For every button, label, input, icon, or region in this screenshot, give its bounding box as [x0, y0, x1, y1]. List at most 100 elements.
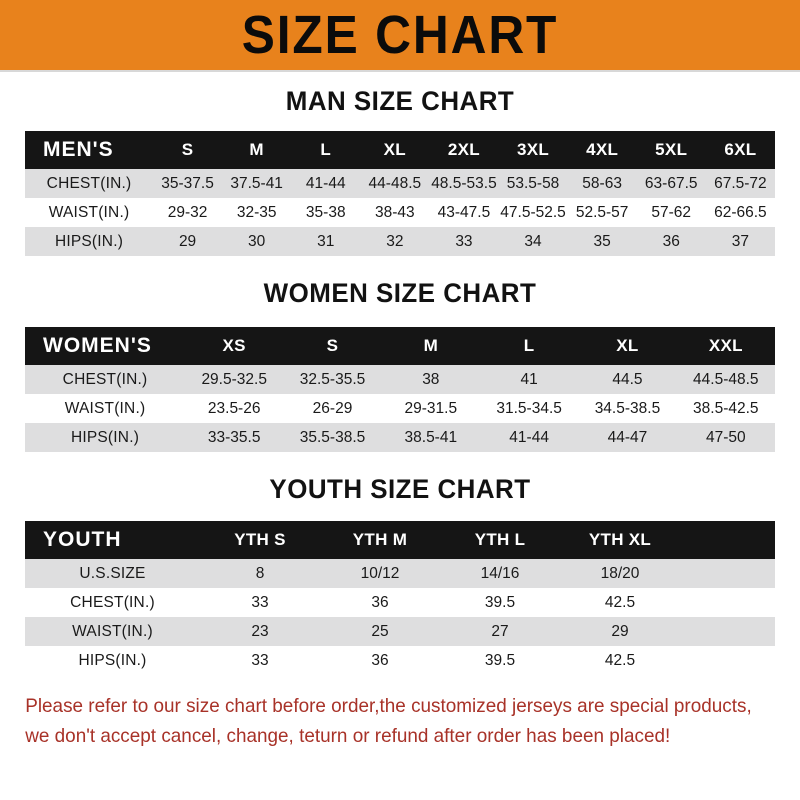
youth-cell: 33 [200, 588, 320, 617]
youth-cell: 42.5 [560, 646, 680, 675]
youth-cell: 25 [320, 617, 440, 646]
women-cell: 41 [479, 365, 579, 394]
youth-cell: 27 [440, 617, 560, 646]
men-cell: 33 [429, 227, 499, 256]
youth-cell: 14/16 [440, 559, 560, 588]
women-col-header: XS [185, 327, 284, 365]
women-table-wrap: WOMEN'S XS S M L XL XXL CHEST(IN.) 29.5-… [25, 327, 775, 452]
women-cell: 29.5-32.5 [185, 365, 284, 394]
women-cell: 34.5-38.5 [578, 394, 677, 423]
women-row-label: CHEST(IN.) [25, 365, 186, 394]
youth-cell-empty [680, 646, 775, 675]
women-row-label: WAIST(IN.) [25, 394, 186, 423]
men-cell: 62-66.5 [705, 198, 775, 227]
women-section-title: WOMEN SIZE CHART [263, 278, 537, 308]
men-cell: 29-32 [153, 198, 223, 227]
youth-cell: 23 [200, 617, 320, 646]
youth-cell: 8 [200, 559, 320, 588]
men-cell: 41-44 [291, 169, 361, 198]
women-cell: 44.5 [578, 365, 677, 394]
men-cell: 63-67.5 [636, 169, 706, 198]
men-row-label: HIPS(IN.) [25, 227, 154, 256]
men-size-table: MEN'S S M L XL 2XL 3XL 4XL 5XL 6XL CHEST [25, 131, 775, 256]
men-table-header-row: MEN'S S M L XL 2XL 3XL 4XL 5XL 6XL [25, 131, 775, 169]
youth-cell: 39.5 [440, 646, 560, 675]
men-col-header: L [291, 131, 361, 169]
table-row: WAIST(IN.) 29-32 32-35 35-38 38-43 43-47… [25, 198, 775, 227]
youth-cell: 36 [320, 646, 440, 675]
youth-col-header: YTH XL [560, 521, 680, 559]
table-row: HIPS(IN.) 33-35.5 35.5-38.5 38.5-41 41-4… [25, 423, 775, 452]
women-cell: 38.5-42.5 [676, 394, 775, 423]
men-cell: 34 [498, 227, 568, 256]
women-row-label: HIPS(IN.) [25, 423, 186, 452]
men-cell: 43-47.5 [429, 198, 499, 227]
men-cell: 31 [291, 227, 361, 256]
men-col-header: M [222, 131, 292, 169]
men-cell: 35-37.5 [153, 169, 223, 198]
page-title: SIZE CHART [241, 5, 559, 65]
footer-line-2: we don't accept cancel, change, teturn o… [25, 725, 671, 747]
men-section-title: MAN SIZE CHART [285, 86, 515, 116]
youth-section-title: YOUTH SIZE CHART [269, 474, 531, 504]
men-cell: 37 [705, 227, 775, 256]
men-cell: 29 [153, 227, 223, 256]
women-cell: 47-50 [676, 423, 775, 452]
women-cell: 32.5-35.5 [283, 365, 382, 394]
men-corner-label: MEN'S [25, 131, 154, 169]
youth-row-label: HIPS(IN.) [25, 646, 200, 675]
youth-table-header-row: YOUTH YTH S YTH M YTH L YTH XL [25, 521, 775, 559]
men-table-wrap: MEN'S S M L XL 2XL 3XL 4XL 5XL 6XL CHEST [25, 131, 775, 256]
men-section: MAN SIZE CHART MEN'S S M L XL 2XL 3XL [0, 72, 800, 256]
men-cell: 30 [222, 227, 292, 256]
men-cell: 32 [360, 227, 430, 256]
table-row: CHEST(IN.) 29.5-32.5 32.5-35.5 38 41 44.… [25, 365, 775, 394]
youth-cell-empty [680, 617, 775, 646]
youth-row-label: U.S.SIZE [25, 559, 200, 588]
women-col-header: M [381, 327, 480, 365]
youth-section: YOUTH SIZE CHART YOUTH YTH S YTH M YTH L… [0, 452, 800, 675]
men-cell: 44-48.5 [360, 169, 430, 198]
youth-cell: 39.5 [440, 588, 560, 617]
men-cell: 35 [567, 227, 637, 256]
table-row: HIPS(IN.) 33 36 39.5 42.5 [25, 646, 775, 675]
table-row: U.S.SIZE 8 10/12 14/16 18/20 [25, 559, 775, 588]
page-banner: SIZE CHART [0, 0, 800, 72]
women-section: WOMEN SIZE CHART WOMEN'S XS S M L XL XXL [0, 256, 800, 452]
youth-cell: 42.5 [560, 588, 680, 617]
women-cell: 44.5-48.5 [676, 365, 775, 394]
women-cell: 38.5-41 [381, 423, 480, 452]
table-row: CHEST(IN.) 35-37.5 37.5-41 41-44 44-48.5… [25, 169, 775, 198]
men-col-header: 4XL [567, 131, 637, 169]
youth-table-wrap: YOUTH YTH S YTH M YTH L YTH XL U.S.SIZE … [25, 521, 775, 675]
men-col-header: XL [360, 131, 430, 169]
youth-col-header: YTH S [200, 521, 320, 559]
men-cell: 57-62 [636, 198, 706, 227]
women-cell: 35.5-38.5 [283, 423, 382, 452]
women-corner-label: WOMEN'S [25, 327, 186, 365]
women-cell: 41-44 [479, 423, 579, 452]
youth-cell-empty [680, 588, 775, 617]
men-row-label: WAIST(IN.) [25, 198, 154, 227]
men-cell: 67.5-72 [705, 169, 775, 198]
women-cell: 44-47 [578, 423, 677, 452]
men-col-header: 3XL [498, 131, 568, 169]
men-cell: 47.5-52.5 [498, 198, 568, 227]
men-cell: 53.5-58 [498, 169, 568, 198]
women-cell: 23.5-26 [185, 394, 284, 423]
women-size-table: WOMEN'S XS S M L XL XXL CHEST(IN.) 29.5-… [25, 327, 775, 452]
men-cell: 38-43 [360, 198, 430, 227]
women-col-header: S [283, 327, 382, 365]
women-cell: 38 [381, 365, 480, 394]
men-cell: 35-38 [291, 198, 361, 227]
women-cell: 29-31.5 [381, 394, 480, 423]
youth-cell: 36 [320, 588, 440, 617]
youth-cell: 10/12 [320, 559, 440, 588]
women-col-header: XXL [676, 327, 775, 365]
youth-col-header: YTH L [440, 521, 560, 559]
men-cell: 32-35 [222, 198, 292, 227]
youth-cell-empty [680, 559, 775, 588]
men-cell: 58-63 [567, 169, 637, 198]
men-cell: 36 [636, 227, 706, 256]
men-row-label: CHEST(IN.) [25, 169, 154, 198]
